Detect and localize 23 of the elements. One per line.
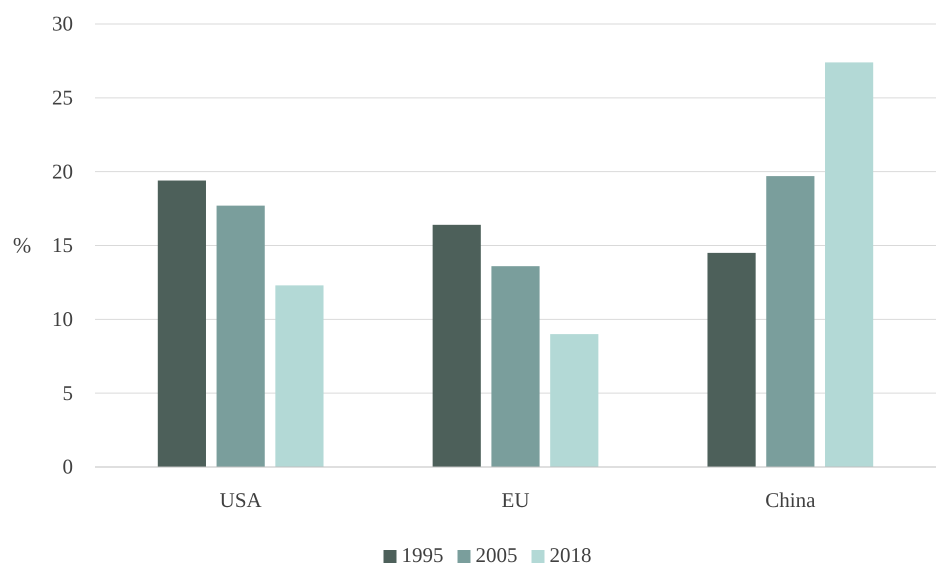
y-tick-label: 10	[52, 307, 73, 332]
x-tick-label: USA	[220, 488, 262, 512]
bar	[275, 285, 324, 467]
bar	[432, 224, 481, 467]
bar	[707, 252, 756, 467]
bar	[766, 176, 814, 467]
y-tick-label: 25	[52, 86, 73, 110]
y-tick-label: 0	[62, 454, 73, 479]
y-tick-label: 20	[52, 159, 73, 184]
legend-label: 2005	[476, 543, 518, 567]
bar	[825, 62, 874, 467]
bar	[158, 180, 206, 467]
y-tick-label: 30	[52, 12, 73, 36]
bar	[491, 266, 540, 467]
legend-label: 1995	[402, 543, 444, 567]
bar	[550, 334, 598, 467]
y-tick-label: 15	[52, 233, 73, 258]
y-axis-title: %	[12, 232, 32, 258]
y-tick-label: 5	[62, 380, 73, 405]
legend-label: 2018	[550, 543, 592, 567]
x-tick-label: EU	[502, 488, 530, 512]
bar	[216, 206, 265, 467]
x-tick-label: China	[765, 488, 816, 512]
